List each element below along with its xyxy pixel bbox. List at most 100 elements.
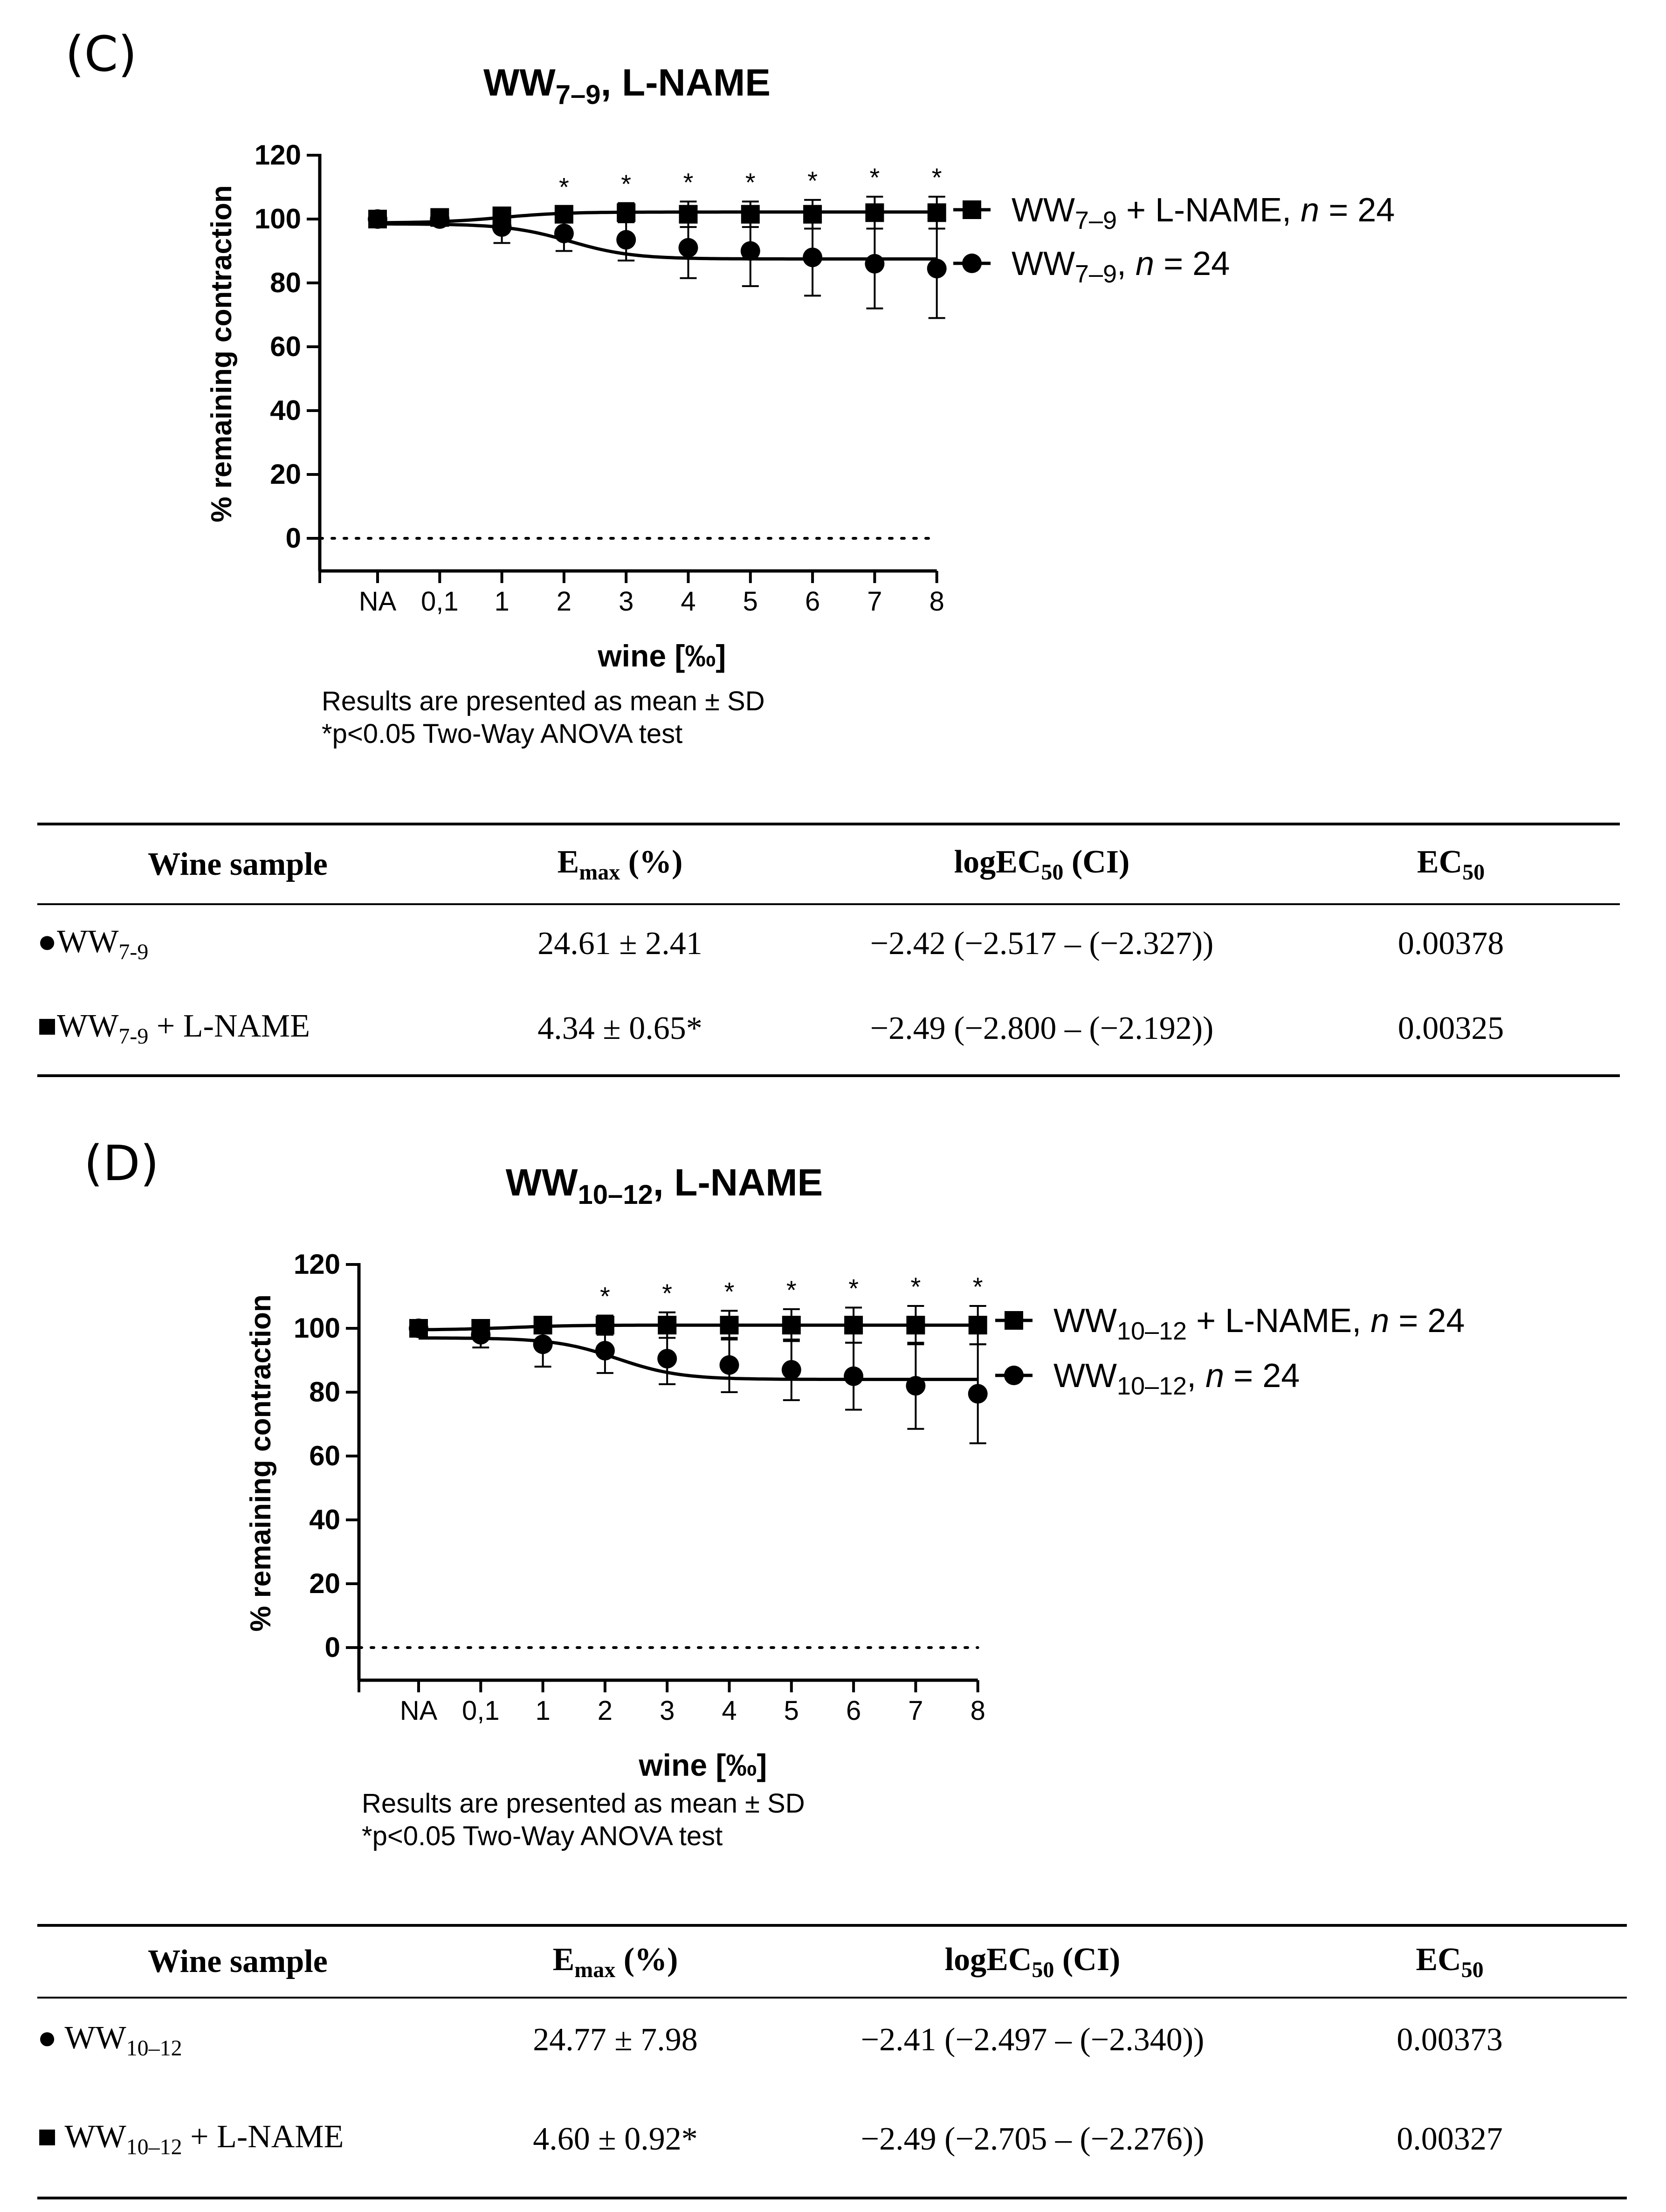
x-tick-label: 7 xyxy=(908,1696,923,1726)
header-logec50: logEC50 (CI) xyxy=(954,844,1130,885)
x-tick-label: 4 xyxy=(681,586,695,617)
logec50-cell: −2.49 (−2.800 – (−2.192)) xyxy=(870,1010,1214,1046)
x-tick-label: 0,1 xyxy=(421,586,459,617)
table-header-row: Wine sample Emax (%) logEC50 (CI) EC50 xyxy=(37,824,1620,904)
x-tick-label: 8 xyxy=(929,586,944,617)
legend-label: WW10–12, n = 24 xyxy=(1053,1357,1300,1400)
data-point-circle xyxy=(906,1376,926,1396)
logec50-cell: −2.42 (−2.517 – (−2.327)) xyxy=(870,926,1214,962)
x-tick-label: 5 xyxy=(784,1696,799,1726)
data-point-circle xyxy=(678,238,698,258)
significance-star: * xyxy=(745,167,756,197)
header-sample: Wine sample xyxy=(148,846,328,882)
sample-name: WW10–12 xyxy=(64,2020,182,2061)
data-point-circle xyxy=(595,1340,615,1360)
data-point-circle xyxy=(719,1355,739,1375)
x-tick-label: 2 xyxy=(557,586,571,617)
x-tick-label: 3 xyxy=(660,1696,675,1726)
significance-star: * xyxy=(559,172,569,202)
sample-cell: ●WW7-9 xyxy=(37,904,438,982)
x-tick-label: NA xyxy=(359,586,397,617)
chart-title: WW10–12, L-NAME xyxy=(506,1161,823,1210)
y-tick-label: 80 xyxy=(270,267,301,298)
significance-star: * xyxy=(786,1275,797,1305)
data-point-circle xyxy=(781,1360,801,1380)
note-line-1: Results are presented as mean ± SD xyxy=(362,1788,805,1819)
significance-star: * xyxy=(932,163,942,192)
ec50-cell: 0.00325 xyxy=(1398,1010,1504,1046)
panel-c: (C) WW7–9, L-NAME 0 20 40 60 80 100 120 NA 0,1 1 2 3… xyxy=(0,0,1666,1086)
legend-label: WW10–12 + L-NAME, n = 24 xyxy=(1053,1302,1465,1345)
data-point-circle xyxy=(471,1325,491,1345)
y-tick-label: 40 xyxy=(270,395,301,426)
x-axis-title: wine [‰] xyxy=(597,639,726,673)
data-point-circle xyxy=(865,254,885,274)
note-line-2: *p<0.05 Two-Way ANOVA test xyxy=(362,1821,723,1851)
chart-c: WW7–9, L-NAME 0 20 40 60 80 100 120 NA 0,1 1 2 3 4 5 6 7… xyxy=(206,62,1395,673)
emax-cell: 24.61 ± 2.41 xyxy=(537,926,702,962)
x-tick-label: 2 xyxy=(598,1696,613,1726)
emax-cell: 24.77 ± 7.98 xyxy=(533,2022,698,2058)
sample-cell: ■WW7-9 + L-NAME xyxy=(37,982,438,1076)
significance-star: * xyxy=(621,169,631,199)
data-point-circle xyxy=(368,209,387,229)
x-tick-label: 5 xyxy=(743,586,758,617)
circle-marker: ● xyxy=(37,923,57,960)
data-point-circle xyxy=(492,217,512,237)
x-tick-label: 7 xyxy=(867,586,882,617)
legend-label: WW7–9, n = 24 xyxy=(1012,245,1230,288)
significance-star: * xyxy=(848,1273,859,1303)
header-ec50: EC50 xyxy=(1416,1941,1484,1982)
significance-star: * xyxy=(973,1272,983,1301)
x-tick-label: 1 xyxy=(494,586,509,617)
fit-curve xyxy=(419,1323,978,1332)
header-sample: Wine sample xyxy=(148,1944,328,1979)
y-tick-label: 100 xyxy=(255,203,301,234)
fit-curve xyxy=(377,210,937,225)
significance-star: * xyxy=(600,1282,610,1311)
note-line-2: *p<0.05 Two-Way ANOVA test xyxy=(322,719,683,749)
header-emax: Emax (%) xyxy=(552,1941,678,1982)
y-tick-label: 100 xyxy=(294,1312,340,1344)
table-row: ■ WW10–12 + L-NAME 4.60 ± 0.92* −2.49 (−… xyxy=(37,2081,1627,2198)
y-tick-label: 80 xyxy=(309,1376,340,1408)
significance-star: * xyxy=(870,163,880,192)
data-point-square xyxy=(720,1316,739,1335)
ec50-cell: 0.00327 xyxy=(1397,2121,1503,2157)
y-tick-label: 120 xyxy=(255,139,301,171)
sample-cell: ● WW10–12 xyxy=(37,1998,438,2081)
x-tick-label: 1 xyxy=(535,1696,550,1726)
ec50-cell: 0.00373 xyxy=(1397,2022,1503,2058)
square-marker: ■ xyxy=(37,2119,57,2155)
data-point-square xyxy=(658,1316,677,1335)
x-tick-label: 0,1 xyxy=(462,1696,500,1726)
x-tick-label: 6 xyxy=(805,586,820,617)
y-tick-label: 20 xyxy=(270,459,301,490)
legend-marker-square xyxy=(1005,1311,1023,1330)
x-tick-label: 6 xyxy=(846,1696,861,1726)
data-point-circle xyxy=(657,1349,677,1369)
logec50-cell: −2.41 (−2.497 – (−2.340)) xyxy=(861,2022,1205,2058)
square-marker: ■ xyxy=(37,1008,57,1044)
x-tick-label: 8 xyxy=(971,1696,985,1726)
data-point-square xyxy=(782,1316,801,1335)
legend-marker-square xyxy=(963,200,981,219)
data-point-circle xyxy=(803,247,823,268)
data-point-circle xyxy=(740,241,760,261)
data-point-circle xyxy=(616,230,636,250)
sample-name: WW7-9 + L-NAME xyxy=(57,1008,310,1049)
sample-cell: ■ WW10–12 + L-NAME xyxy=(37,2081,438,2198)
data-point-circle xyxy=(409,1319,428,1338)
header-ec50: EC50 xyxy=(1417,844,1485,885)
header-emax: Emax (%) xyxy=(557,844,683,885)
y-tick-label: 60 xyxy=(309,1440,340,1471)
header-logec50: logEC50 (CI) xyxy=(944,1941,1121,1982)
x-tick-label: 3 xyxy=(619,586,633,617)
chart-title: WW7–9, L-NAME xyxy=(483,62,771,110)
legend-marker-circle xyxy=(962,254,982,273)
panel-label: (C) xyxy=(65,26,137,82)
y-tick-label: 0 xyxy=(286,522,301,554)
data-point-circle xyxy=(430,209,450,229)
y-tick-label: 20 xyxy=(309,1568,340,1599)
results-table: Wine sample Emax (%) logEC50 (CI) EC50 ●… xyxy=(37,823,1620,1077)
